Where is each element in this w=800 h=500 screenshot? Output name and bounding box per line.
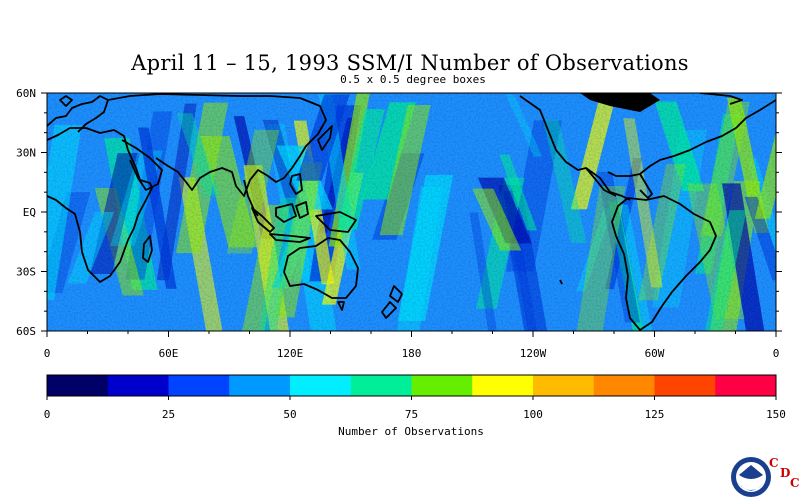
coastlines bbox=[47, 93, 776, 331]
cdc-letter-c2: C bbox=[790, 476, 800, 490]
lon-label: 180 bbox=[402, 347, 422, 360]
cdc-letter-d: D bbox=[780, 466, 791, 480]
lat-label: EQ bbox=[23, 206, 36, 219]
colorbar-title: Number of Observations bbox=[338, 425, 484, 438]
colorbar-tick-label: 25 bbox=[162, 408, 175, 421]
colorbar-swatch bbox=[168, 375, 230, 396]
lon-label: 0 bbox=[773, 347, 780, 360]
colorbar-tick-label: 50 bbox=[283, 408, 296, 421]
colorbar-tick-label: 75 bbox=[405, 408, 418, 421]
lon-label: 60E bbox=[159, 347, 179, 360]
lat-label: 60N bbox=[16, 87, 36, 100]
colorbar-swatch bbox=[290, 375, 352, 396]
map-ticks bbox=[41, 92, 782, 337]
colorbar-swatch bbox=[715, 375, 777, 396]
lon-label: 120W bbox=[520, 347, 547, 360]
lat-label: 30S bbox=[16, 266, 36, 279]
lon-label: 60W bbox=[645, 347, 665, 360]
colorbar-tick-label: 125 bbox=[645, 408, 665, 421]
colorbar-swatch bbox=[533, 375, 595, 396]
colorbar-tick-label: 100 bbox=[523, 408, 543, 421]
colorbar-swatch bbox=[411, 375, 473, 396]
colorbar-swatch bbox=[229, 375, 291, 396]
colorbar-swatch bbox=[654, 375, 716, 396]
arctic-land bbox=[580, 93, 660, 112]
colorbar-swatch bbox=[350, 375, 412, 396]
lon-label: 0 bbox=[44, 347, 51, 360]
colorbar-swatch bbox=[47, 375, 109, 396]
colorbar-swatch bbox=[107, 375, 169, 396]
map-title: April 11 – 15, 1993 SSM/I Number of Obse… bbox=[131, 51, 689, 75]
noaa-logo bbox=[731, 457, 771, 497]
colorbar-swatch bbox=[593, 375, 655, 396]
lat-label: 30N bbox=[16, 147, 36, 160]
cdc-letter-c1: C bbox=[769, 456, 779, 470]
colorbar-tick-label: 150 bbox=[766, 408, 786, 421]
map-subtitle: 0.5 x 0.5 degree boxes bbox=[340, 73, 486, 86]
lon-label: 120E bbox=[277, 347, 304, 360]
colorbar-swatch bbox=[472, 375, 534, 396]
lat-label: 60S bbox=[16, 325, 36, 338]
map-axis-labels: 60N 30N EQ 30S 60S 0 60E 120E 180 120W 60W 0 bbox=[16, 87, 779, 360]
colorbar-tick-label: 0 bbox=[44, 408, 51, 421]
